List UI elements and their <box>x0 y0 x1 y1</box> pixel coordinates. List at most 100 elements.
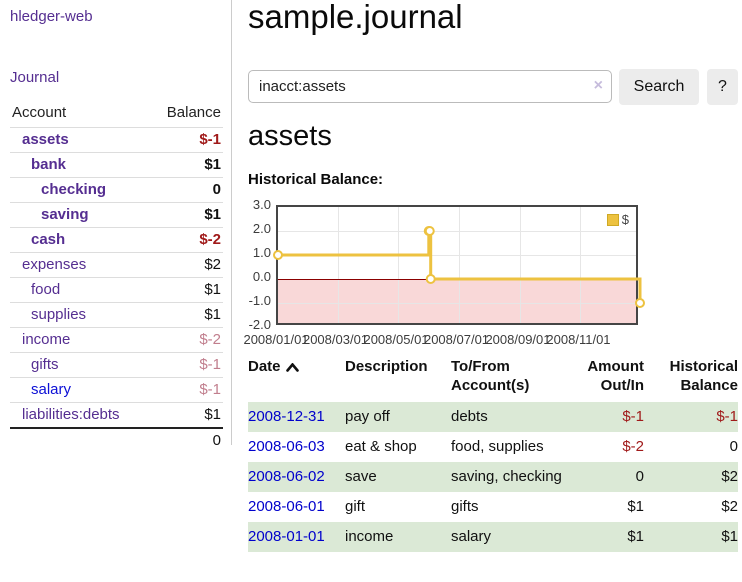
accounts-total-balance: 0 <box>212 432 221 449</box>
data-point-marker <box>273 250 283 260</box>
account-balance-supplies: $1 <box>204 306 221 323</box>
account-balance-liabilities-debts: $1 <box>204 406 221 423</box>
chart-plot: $ <box>273 205 645 325</box>
transaction-row: 2008-12-31 pay off debts $-1 $-1 <box>248 402 738 432</box>
account-row-liabilities-debts: liabilities:debts $1 <box>10 402 223 429</box>
transaction-date-link[interactable]: 2008-12-31 <box>248 408 325 425</box>
transaction-balance: $2 <box>721 498 738 515</box>
accounts-header-account: Account <box>12 104 67 121</box>
account-row-assets: assets $-1 <box>10 127 223 153</box>
y-axis-tick-label: 3.0 <box>252 197 271 212</box>
transaction-row: 2008-06-01 gift gifts $1 $2 <box>248 492 738 522</box>
accounts-header-row: Account Balance <box>10 101 223 128</box>
sort-ascending-icon <box>285 362 299 372</box>
transaction-accounts: saving, checking <box>451 468 562 485</box>
grid-line-vertical <box>580 207 582 323</box>
transaction-amount: $-1 <box>622 408 644 425</box>
transaction-description: save <box>345 468 377 485</box>
accounts-table: Account Balance assets $-1 bank $1 check… <box>10 101 223 453</box>
x-axis-tick-label: 2008/03/01 <box>302 332 369 347</box>
transaction-amount: $-2 <box>622 438 644 455</box>
app-title-link[interactable]: hledger-web <box>10 8 93 25</box>
account-link-saving[interactable]: saving <box>41 206 89 223</box>
account-row-salary: salary $-1 <box>10 377 223 403</box>
register-header-description: Description <box>345 358 428 375</box>
account-row-expenses: expenses $2 <box>10 252 223 278</box>
account-row-checking: checking 0 <box>10 177 223 203</box>
account-link-supplies[interactable]: supplies <box>31 306 87 323</box>
accounts-header-balance: Balance <box>166 104 221 121</box>
account-link-liabilities-debts[interactable]: liabilities:debts <box>22 406 120 423</box>
transaction-date-link[interactable]: 2008-06-02 <box>248 468 325 485</box>
sidebar: hledger-web Journal Account Balance asse… <box>0 0 232 449</box>
x-axis-tick-label: 2008/07/01 <box>423 332 490 347</box>
y-axis-tick-label: -1.0 <box>248 293 271 308</box>
y-axis-tick-label: 1.0 <box>252 245 271 260</box>
account-link-income[interactable]: income <box>22 331 71 348</box>
main-content: sample.journal × Search ? assets Histori… <box>243 0 738 582</box>
transaction-description: gift <box>345 498 366 515</box>
account-link-checking[interactable]: checking <box>41 181 107 198</box>
x-axis-tick-label: 2008/05/01 <box>363 332 429 347</box>
x-axis-tick-label: 2008/09/01 <box>485 332 551 347</box>
account-balance-bank: $1 <box>204 156 221 173</box>
account-balance-saving: $1 <box>204 206 221 223</box>
transaction-date-link[interactable]: 2008-06-03 <box>248 438 325 455</box>
chart-title: Historical Balance: <box>248 171 384 188</box>
account-row-cash: cash $-2 <box>10 227 223 253</box>
transaction-balance: $1 <box>721 528 738 545</box>
account-link-salary[interactable]: salary <box>31 381 72 398</box>
transaction-description: pay off <box>345 408 390 425</box>
register-header-accounts: To/From Account(s) <box>451 358 530 394</box>
data-point-marker <box>635 298 645 308</box>
account-row-supplies: supplies $1 <box>10 302 223 328</box>
account-balance-expenses: $2 <box>204 256 221 273</box>
account-link-bank[interactable]: bank <box>31 156 67 173</box>
y-axis-tick-label: 0.0 <box>252 269 271 284</box>
search-button[interactable]: Search <box>619 69 699 105</box>
transaction-accounts: gifts <box>451 498 479 515</box>
transaction-date-link[interactable]: 2008-01-01 <box>248 528 325 545</box>
account-link-food[interactable]: food <box>31 281 61 298</box>
register-header-amount: Amount Out/In <box>587 358 644 394</box>
x-axis-tick-label: 2008/11/01 <box>546 332 611 347</box>
search-box: × <box>248 70 612 103</box>
transaction-accounts: debts <box>451 408 488 425</box>
clear-search-icon[interactable]: × <box>593 77 603 94</box>
line-path <box>278 229 642 303</box>
transaction-amount: 0 <box>635 468 644 485</box>
transaction-balance: 0 <box>729 438 738 455</box>
account-row-gifts: gifts $-1 <box>10 352 223 378</box>
account-balance-gifts: $-1 <box>199 356 221 373</box>
data-point-marker <box>425 274 436 284</box>
transaction-description: eat & shop <box>345 438 417 455</box>
grid-line-horizontal <box>278 303 636 304</box>
grid-line-vertical <box>519 207 521 323</box>
account-row-food: food $1 <box>10 277 223 303</box>
account-row-saving: saving $1 <box>10 202 223 228</box>
y-axis-tick-label: -2.0 <box>248 317 271 332</box>
sidebar-item-journal[interactable]: Journal <box>10 69 60 86</box>
accounts-total-row: 0 <box>10 428 223 453</box>
transaction-balance: $2 <box>721 468 738 485</box>
account-row-income: income $-2 <box>10 327 223 353</box>
register-header-date[interactable]: Date <box>248 355 345 402</box>
register-header-balance: Historical Balance <box>669 358 738 394</box>
account-link-assets[interactable]: assets <box>22 131 69 148</box>
account-link-cash[interactable]: cash <box>31 231 66 248</box>
account-link-gifts[interactable]: gifts <box>31 356 59 373</box>
transaction-description: income <box>345 528 394 545</box>
help-button[interactable]: ? <box>707 69 738 105</box>
grid-line-vertical <box>337 207 339 323</box>
register-header-row: Date Description To/From Account(s) Amou… <box>248 355 738 402</box>
search-input[interactable] <box>248 70 612 103</box>
account-balance-checking: 0 <box>212 181 221 198</box>
grid-line-horizontal <box>278 231 636 232</box>
balance-chart: $ 3.0 2.0 1.0 0.0 -1.0 -2.0 2008/01/01 2008/03/… <box>243 197 668 347</box>
account-heading: assets <box>248 120 332 152</box>
data-point-marker <box>424 226 435 236</box>
account-link-expenses[interactable]: expenses <box>22 256 87 273</box>
legend-swatch-icon <box>606 213 619 226</box>
grid-line-horizontal <box>278 255 636 256</box>
transaction-date-link[interactable]: 2008-06-01 <box>248 498 325 515</box>
